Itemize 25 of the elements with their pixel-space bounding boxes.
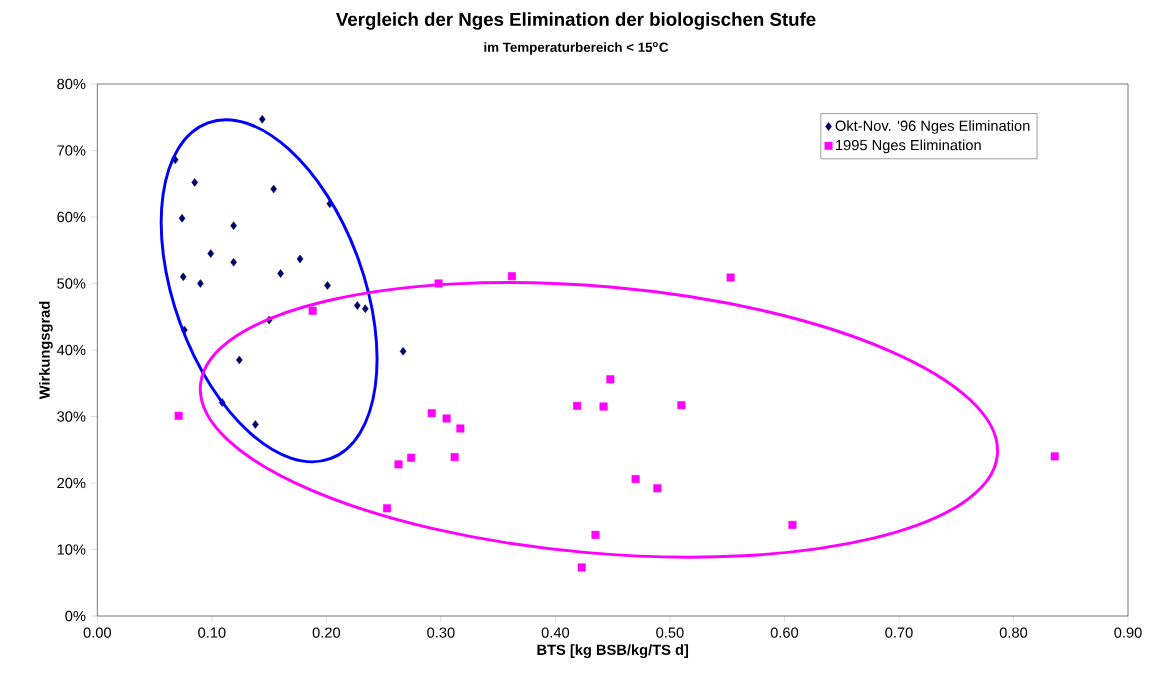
x-tick-label: 0.40	[541, 627, 570, 638]
x-tick-label: 0.50	[656, 627, 684, 638]
x-tick-label: 0.60	[770, 627, 799, 638]
x-axis-title: BTS [kg BSB/kg/TS d]	[537, 644, 689, 658]
chart-title: Vergleich der Nges Elimination der biologischen Stufe	[336, 12, 816, 30]
y-tick-label: 10%	[57, 544, 86, 555]
y-tick-label: 0%	[65, 610, 86, 622]
legend-label: Okt-Nov. '96 Nges Elimination	[835, 120, 1030, 134]
y-tick-label: 50%	[57, 278, 86, 289]
y-tick-label: 70%	[57, 145, 86, 156]
y-tick-label: 80%	[57, 78, 86, 90]
x-tick-label: 0.00	[83, 627, 112, 638]
chart-subtitle: im Temperaturbereich < 15$^{o}$C	[484, 42, 669, 55]
y-tick-label: 30%	[57, 411, 86, 422]
y-tick-label: 20%	[57, 477, 86, 489]
x-tick-label: 0.70	[885, 627, 913, 638]
x-tick-label: 0.80	[999, 627, 1028, 638]
x-tick-label: 0.90	[1114, 627, 1142, 638]
x-tick-label: 0.20	[312, 627, 341, 638]
x-tick-label: 0.30	[427, 627, 455, 638]
y-tick-label: 60%	[57, 211, 86, 223]
x-tick-label: 0.10	[198, 627, 226, 638]
y-axis-title: Wirkungsgrad	[39, 301, 53, 400]
legend-label: 1995 Nges Elimination	[836, 139, 981, 154]
y-tick-label: 40%	[56, 344, 86, 356]
